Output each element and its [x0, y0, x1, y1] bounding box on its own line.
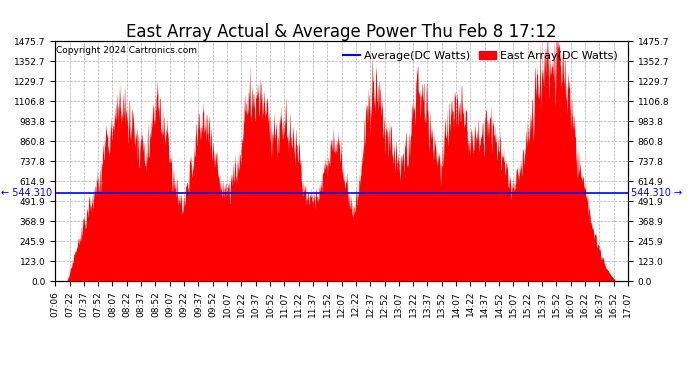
Text: Copyright 2024 Cartronics.com: Copyright 2024 Cartronics.com	[57, 46, 197, 55]
Legend: Average(DC Watts), East Array(DC Watts): Average(DC Watts), East Array(DC Watts)	[339, 47, 622, 66]
Text: ← 544.310: ← 544.310	[1, 188, 52, 198]
Title: East Array Actual & Average Power Thu Feb 8 17:12: East Array Actual & Average Power Thu Fe…	[126, 23, 557, 41]
Text: 544.310 →: 544.310 →	[631, 188, 682, 198]
